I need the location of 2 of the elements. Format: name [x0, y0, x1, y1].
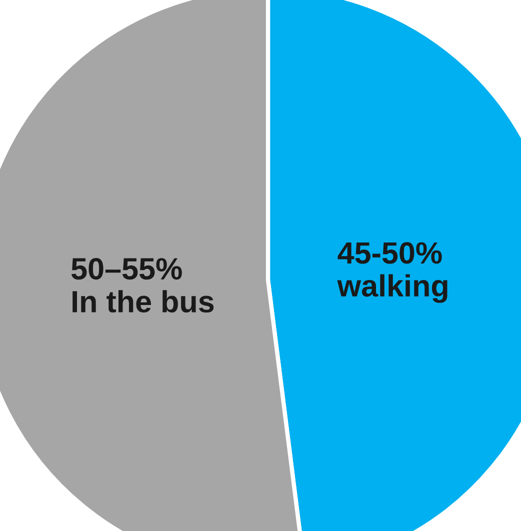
slice-label: 50–55% In the bus	[71, 258, 214, 313]
slice-label: 45-50% walking	[337, 242, 448, 303]
